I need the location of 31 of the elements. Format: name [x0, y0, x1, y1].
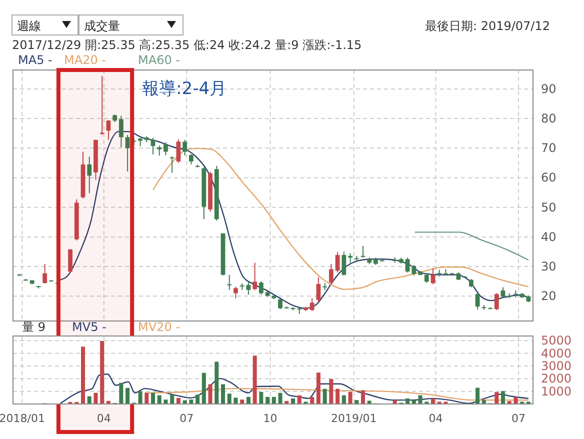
text: MA20 - — [64, 53, 106, 67]
x-tick-label: 2018/01 — [0, 412, 45, 425]
x-tick-label: 10 — [263, 412, 278, 425]
dropdown-field: 週線 — [12, 14, 78, 36]
band-label: 報導:2-4月 — [142, 79, 227, 99]
y-tick-label: 50 — [541, 200, 556, 214]
x-tick-label: 07 — [180, 412, 194, 425]
text: MV20 - — [138, 320, 180, 334]
dropdown-field: 成交量 — [78, 14, 184, 36]
text: 最後日期: 2019/07/12 — [424, 19, 550, 33]
y-tick-label: 30 — [541, 260, 556, 274]
text: MA60 - — [138, 53, 180, 67]
y-tick-label: 40 — [541, 230, 556, 244]
x-tick-label: 04 — [96, 412, 111, 425]
y-tick-label: 4000 — [541, 346, 572, 360]
y-tick-label: 60 — [541, 170, 556, 185]
x-tick-label: 2019/01 — [331, 412, 377, 425]
y-tick-label: 70 — [541, 141, 556, 156]
y-tick-label: 2000 — [541, 372, 572, 386]
annotation: 量 9 — [22, 320, 46, 334]
y-tick-label: 20 — [541, 289, 556, 304]
y-tick-label: 80 — [541, 112, 556, 126]
text: MV5 - — [72, 320, 106, 334]
y-tick-label: 5000 — [541, 334, 572, 348]
text: MA5 - — [18, 53, 52, 67]
y-tick-label: 90 — [541, 82, 556, 96]
x-tick-label: 07 — [511, 412, 526, 425]
text: 2017/12/29 開:25.35 高:25.35 低:24 收:24.2 量:9 漲跌:-1.15 — [12, 38, 362, 52]
y-tick-label: 3000 — [541, 359, 572, 374]
y-tick-label: 1000 — [541, 384, 572, 398]
x-tick-label: 04 — [428, 412, 443, 425]
